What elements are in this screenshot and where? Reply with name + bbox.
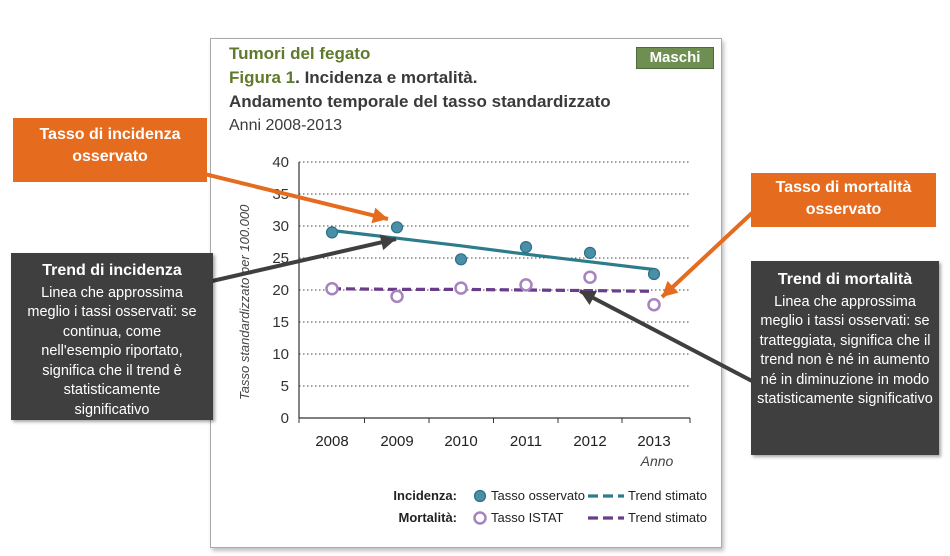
legend-incidence-trend-label: Trend stimato	[628, 488, 707, 503]
chart-series	[325, 221, 661, 312]
callout-incidence-trend: Trend di incidenza Linea che approssima …	[11, 253, 213, 420]
legend-istat-label: Tasso ISTAT	[491, 510, 564, 525]
arrow-incidence-trend-shaft	[185, 237, 397, 289]
arrow-incidence-observed-shaft	[175, 165, 389, 221]
chart-legend: Incidenza: Mortalità: Tasso osservato Tasso…	[393, 488, 707, 525]
legend-istat-marker	[473, 511, 487, 525]
legend-observed-marker	[473, 489, 487, 503]
figure-period: Anni 2008-2013	[229, 117, 342, 134]
mortality-trend-line	[331, 287, 655, 293]
figure-title: Figura 1. Incidenza e mortalità.	[229, 68, 477, 88]
figure-title-text: . Incidenza e mortalità.	[295, 68, 478, 87]
figure-panel	[210, 38, 722, 548]
y-tick-label: 5	[281, 378, 289, 395]
x-tick-label: 2013	[637, 433, 670, 450]
chart-axes: 0510152025303540200820092010201120122013…	[237, 154, 691, 469]
y-axis-label: Tasso standardizzato per 100.000	[237, 204, 252, 400]
callout-mortality-trend-text: Linea che approssima meglio i tassi osse…	[757, 293, 933, 408]
legend-mortality-trend-label: Trend stimato	[628, 510, 707, 525]
legend-observed-label: Tasso osservato	[491, 488, 585, 503]
x-axis-label: Anno	[640, 453, 674, 469]
mortality-point	[390, 289, 404, 304]
callout-mortality-trend-title: Trend di mortalità	[777, 271, 913, 288]
x-tick-label: 2011	[510, 433, 542, 450]
incidence-point	[519, 241, 533, 254]
sex-badge: Maschi	[636, 47, 714, 69]
callout-mortality-observed-text: Tasso di mortalità osservato	[775, 179, 912, 218]
arrow-mortality-trend-shaft	[579, 289, 753, 383]
arrow-mortality-observed-shaft	[660, 211, 754, 299]
arrow-mortality-trend-head	[580, 290, 597, 305]
incidence-point	[454, 253, 468, 266]
callout-incidence-trend-title: Trend di incidenza	[42, 262, 182, 279]
callout-mortality-observed: Tasso di mortalità osservato	[751, 173, 936, 227]
callout-arrows	[175, 165, 754, 383]
mortality-point	[519, 278, 533, 292]
mortality-point	[325, 281, 339, 296]
arrow-mortality-observed-head	[662, 280, 679, 297]
x-tick-label: 2008	[315, 433, 348, 450]
figure-subtitle: Andamento temporale del tasso standardiz…	[229, 92, 611, 111]
mortality-point	[454, 281, 468, 295]
incidence-point	[583, 246, 597, 259]
callout-incidence-trend-text: Linea che approssima meglio i tassi osse…	[27, 284, 197, 418]
mortality-point	[583, 270, 597, 284]
y-tick-label: 30	[272, 218, 289, 235]
x-tick-label: 2012	[573, 433, 606, 450]
y-tick-label: 10	[272, 346, 289, 363]
legend-mortalita-label: Mortalità:	[399, 510, 458, 525]
callout-incidence-observed-text: Tasso di incidenza osservato	[39, 126, 181, 165]
y-tick-label: 20	[272, 282, 289, 299]
legend-incidenza-label: Incidenza:	[393, 488, 457, 503]
x-tick-label: 2009	[380, 433, 413, 450]
x-tick-label: 2010	[444, 433, 477, 450]
figure-topic: Tumori del fegato	[229, 44, 371, 63]
incidence-point	[390, 221, 404, 234]
y-tick-label: 40	[272, 154, 289, 171]
y-tick-label: 0	[281, 410, 289, 427]
figure-label: Figura 1	[229, 68, 296, 87]
y-tick-label: 15	[272, 314, 289, 331]
arrow-incidence-observed-head	[371, 207, 388, 224]
arrow-incidence-trend-head	[379, 234, 396, 251]
mortality-point	[647, 297, 661, 312]
incidence-point	[325, 226, 339, 239]
callout-incidence-observed: Tasso di incidenza osservato	[13, 118, 207, 182]
callout-mortality-trend: Trend di mortalità Linea che approssima …	[751, 261, 939, 455]
incidence-point	[647, 267, 661, 281]
